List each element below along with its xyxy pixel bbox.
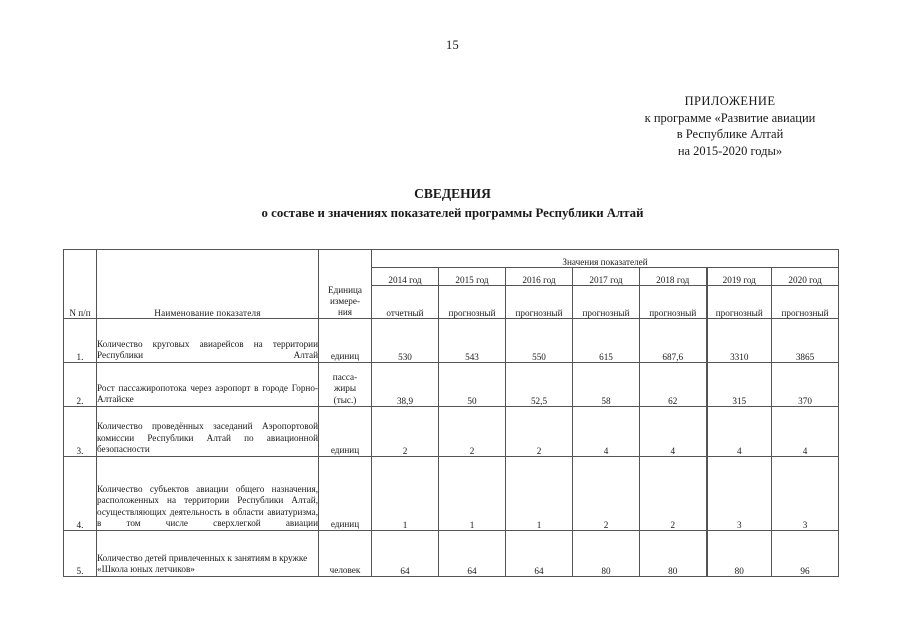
header-kind-2019: прогнозный (705, 285, 772, 319)
appendix-program-line-2: в Республике Алтай (676, 127, 784, 141)
row-value-2016: 1 (505, 456, 573, 531)
header-values-group: Значения показателей (370, 249, 840, 268)
header-kind-2017: прогнозный (572, 285, 640, 319)
row-value-2016: 550 (505, 318, 573, 363)
row-number: 2. (63, 362, 97, 407)
row-value-2015: 543 (438, 318, 506, 363)
row-unit: единиц (318, 406, 372, 457)
row-value-2019: 3 (705, 456, 772, 531)
row-unit-line1: пасса- (332, 371, 358, 382)
row-value-2019: 4 (705, 406, 772, 457)
row-indicator-name: Количество субъектов авиации общего назн… (96, 456, 319, 531)
table-row: 4. Количество субъектов авиации общего н… (63, 456, 840, 531)
row-value-2016: 2 (505, 406, 573, 457)
row-value-2014: 38,9 (371, 362, 439, 407)
row-value-2014: 1 (371, 456, 439, 531)
row-value-2017: 4 (572, 406, 640, 457)
row-value-2020: 3 (770, 456, 840, 531)
header-year-2019: 2019 год (705, 267, 772, 286)
header-year-2018: 2018 год (639, 267, 707, 286)
row-value-2015: 50 (438, 362, 506, 407)
row-value-2019: 3310 (705, 318, 772, 363)
header-row-number: N п/п (63, 249, 97, 319)
row-value-2018: 62 (639, 362, 707, 407)
indicators-table-container: N п/п Наименование показателя Единица из… (63, 249, 840, 577)
row-value-2019: 315 (705, 362, 772, 407)
table-header-row-years: 2014 год 2015 год 2016 год 2017 год 2018… (64, 267, 840, 286)
header-kind-2015: прогнозный (438, 285, 506, 319)
table-header-row-group: N п/п Наименование показателя Единица из… (63, 249, 840, 319)
row-value-2017: 58 (572, 362, 640, 407)
row-number: 3. (63, 406, 97, 457)
header-year-2016: 2016 год (505, 267, 573, 286)
row-unit: единиц (318, 318, 372, 363)
row-value-2020: 4 (770, 406, 840, 457)
header-unit-line3: ния (337, 307, 353, 317)
table-header-row-kinds: отчетный прогнозный прогнозный прогнозны… (64, 285, 840, 319)
table-row: 2. Рост пассажиропотока через аэропорт в… (63, 362, 840, 407)
row-value-2014: 530 (371, 318, 439, 363)
row-value-2020: 3865 (770, 318, 840, 363)
row-value-2017: 615 (572, 318, 640, 363)
row-unit-line2: жиры (333, 383, 357, 393)
row-unit: пасса- жиры (тыс.) (318, 362, 372, 407)
header-unit-line1: Единица (327, 285, 363, 295)
appendix-program-line-3: на 2015-2020 годы» (677, 143, 783, 158)
appendix-label: ПРИЛОЖЕНИЕ (684, 94, 776, 108)
row-value-2018: 2 (639, 456, 707, 531)
row-value-2014: 2 (371, 406, 439, 457)
header-kind-2016: прогнозный (505, 285, 573, 319)
header-row-number-line1: N п/п (69, 308, 91, 318)
row-value-2015: 2 (438, 406, 506, 457)
header-unit-line2: измере- (329, 296, 361, 306)
row-value-2018: 4 (639, 406, 707, 457)
row-value-2017: 80 (572, 530, 640, 577)
row-indicator-name: Рост пассажиропотока через аэропорт в го… (96, 362, 319, 407)
header-indicator-name: Наименование показателя (96, 249, 319, 319)
row-unit: человек (318, 530, 372, 577)
header-unit: Единица измере- ния (318, 249, 372, 319)
header-year-2015: 2015 год (438, 267, 506, 286)
header-kind-2014: отчетный (371, 285, 439, 319)
document-subtitle: о составе и значениях показателей програ… (261, 206, 644, 220)
row-value-2015: 64 (438, 530, 506, 577)
row-indicator-name: Количество круговых авиарейсов на террит… (96, 318, 319, 363)
row-value-2016: 64 (505, 530, 573, 577)
row-value-2019: 80 (705, 530, 772, 577)
table-row: 3. Количество проведённых заседаний Аэро… (63, 406, 840, 457)
row-unit: единиц (318, 456, 372, 531)
row-number: 5. (63, 530, 97, 577)
header-kind-2018: прогнозный (639, 285, 707, 319)
row-indicator-name: Количество проведённых заседаний Аэропор… (96, 406, 319, 457)
header-year-2020: 2020 год (770, 267, 840, 286)
header-kind-2020: прогнозный (770, 285, 840, 319)
row-value-2016: 52,5 (505, 362, 573, 407)
row-number: 4. (63, 456, 97, 531)
row-number: 1. (63, 318, 97, 363)
table-row: 1. Количество круговых авиарейсов на тер… (63, 318, 840, 363)
row-indicator-name: Количество детей привлеченных к занятиям… (96, 530, 319, 577)
row-value-2020: 370 (770, 362, 840, 407)
row-value-2018: 687,6 (639, 318, 707, 363)
row-value-2014: 64 (371, 530, 439, 577)
appendix-program-line-1: к программе «Развитие авиации (644, 110, 816, 125)
appendix-reference: ПРИЛОЖЕНИЕ к программе «Развитие авиации… (600, 93, 860, 159)
document-title: СВЕДЕНИЯ (414, 186, 491, 201)
row-unit-line3: (тыс.) (333, 394, 357, 405)
row-value-2020: 96 (770, 530, 840, 577)
row-value-2015: 1 (438, 456, 506, 531)
page-number: 15 (445, 38, 460, 52)
row-value-2018: 80 (639, 530, 707, 577)
header-year-2014: 2014 год (371, 267, 439, 286)
indicators-table: N п/п Наименование показателя Единица из… (63, 249, 840, 577)
row-value-2017: 2 (572, 456, 640, 531)
header-year-2017: 2017 год (572, 267, 640, 286)
table-row: 5. Количество детей привлеченных к занят… (63, 530, 840, 577)
